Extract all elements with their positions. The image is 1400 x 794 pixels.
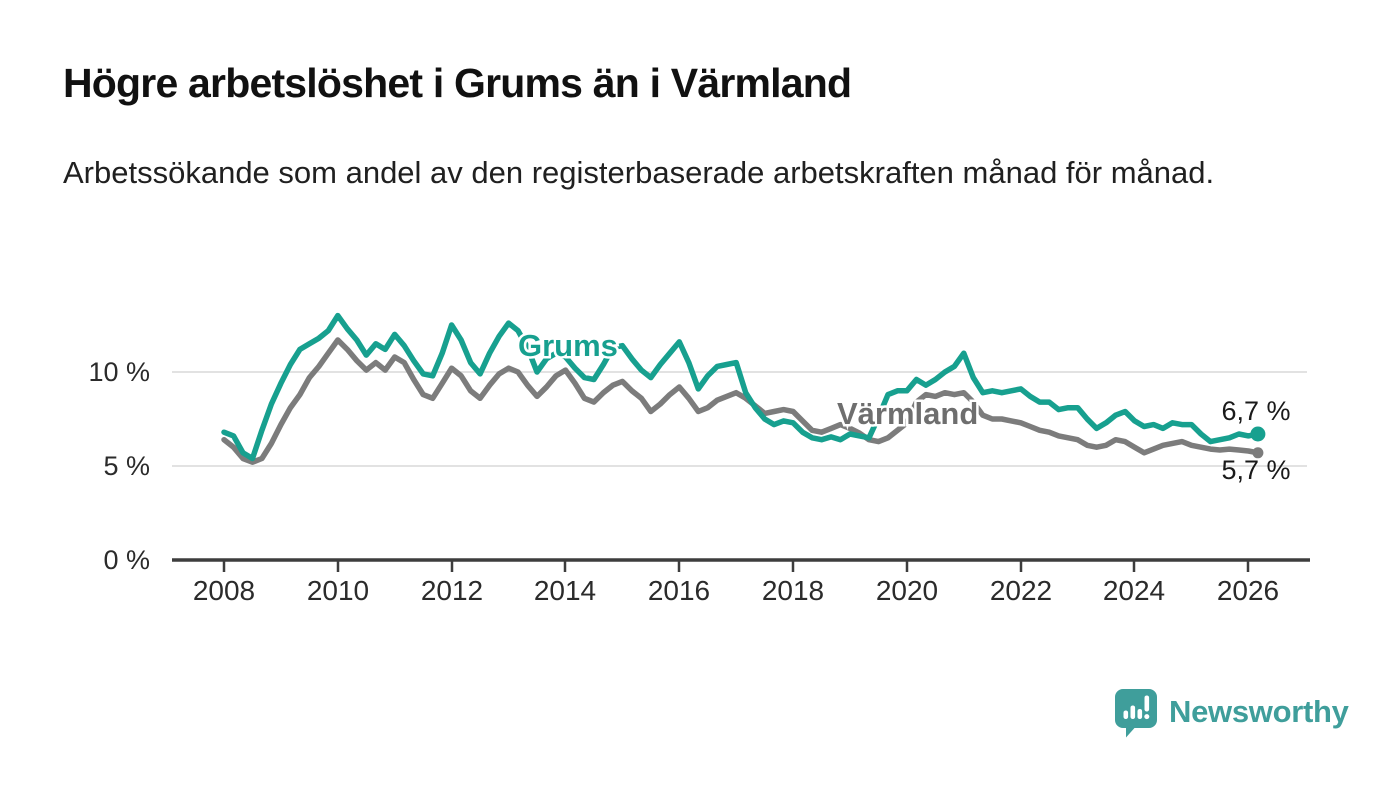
x-tick-label: 2010 — [307, 575, 369, 606]
logo-text: Newsworthy — [1169, 694, 1349, 729]
grums-series-label: Grums — [518, 328, 618, 363]
varmland-series-label: Värmland — [837, 396, 978, 431]
grums-end-value-label: 6,7 % — [1221, 396, 1290, 426]
page-title: Högre arbetslöshet i Grums än i Värmland — [63, 60, 852, 106]
x-tick-label: 2020 — [876, 575, 938, 606]
x-tick-label: 2014 — [534, 575, 596, 606]
bar-chart-speech-bubble-icon — [1115, 689, 1157, 738]
x-tick-label: 2018 — [762, 575, 824, 606]
y-tick-label: 5 % — [103, 451, 150, 481]
newsworthy-logo: Newsworthy — [1113, 686, 1349, 738]
x-tick-label: 2012 — [421, 575, 483, 606]
x-tick-label: 2008 — [193, 575, 255, 606]
varmland-end-dot — [1252, 447, 1264, 459]
page-subtitle: Arbetssökande som andel av den registerb… — [63, 155, 1215, 190]
x-tick-label: 2016 — [648, 575, 710, 606]
x-tick-label: 2026 — [1217, 575, 1279, 606]
x-axis-ticks — [222, 560, 1250, 572]
y-tick-label: 0 % — [103, 545, 150, 575]
y-axis-labels: 0 % 5 % 10 % — [88, 357, 150, 575]
grums-line — [221, 312, 1261, 462]
x-tick-label: 2024 — [1103, 575, 1165, 606]
varmland-end-value-label: 5,7 % — [1221, 455, 1290, 485]
x-axis-labels: 2008 2010 2012 2014 2016 2018 2020 2022 … — [193, 575, 1279, 606]
x-tick-label: 2022 — [990, 575, 1052, 606]
y-tick-label: 10 % — [88, 357, 150, 387]
grums-end-dot — [1250, 426, 1266, 442]
varmland-line — [221, 337, 1261, 465]
